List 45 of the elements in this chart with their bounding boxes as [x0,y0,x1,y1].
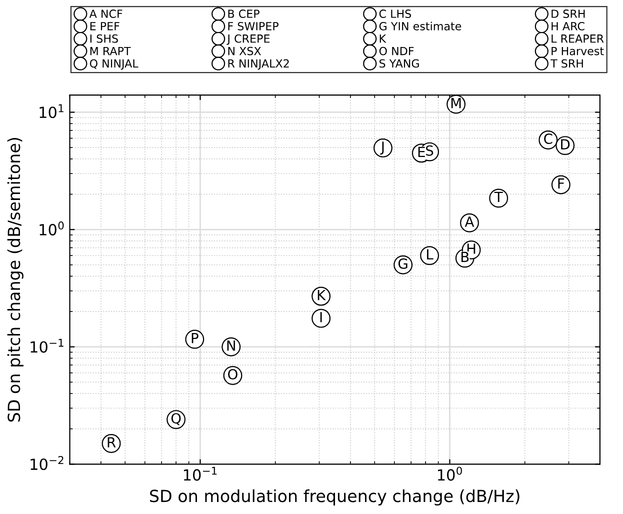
legend-label: F SWIPEP [228,22,278,30]
legend-label: E PEF [90,22,120,30]
legend-label: B CEP [228,10,260,18]
annotation: A [464,216,474,227]
annotation: L [427,249,434,260]
legend-label: H ARC [552,22,584,30]
y-axis-title: SD on pitch change (dB/semitone) [7,138,24,422]
y-tick-label: 10$^{−2}$ [30,456,64,470]
legend-label: P Harvest [552,46,604,56]
annotation: J [380,142,384,155]
legend-label: A NCF [89,10,122,18]
annotation: G [398,258,408,269]
legend-label: R NINJALX2 [228,59,289,70]
annotation: K [318,290,326,300]
annotation: N [227,340,235,351]
legend-label: O NDF [379,46,414,56]
legend-label: D SRH [552,10,585,18]
y-tick-label: 10$^{−1}$ [30,338,64,353]
legend-label: J CREPE [226,34,270,45]
legend-label: N XSX [228,46,261,56]
annotation: P [192,332,198,344]
legend-label: L REAPER [552,34,604,43]
y-tick-label: 10$^{0}$ [40,221,64,236]
annotation: E [418,146,425,157]
legend-label: C LHS [379,10,412,18]
legend-label: S YANG [380,59,419,68]
annotation: T [494,192,503,202]
x-axis-title: SD on modulation frequency change (dB/Hz) [150,489,520,506]
legend-label: M RAPT [90,46,131,56]
annotation: Q [171,413,181,426]
annotation: C [544,134,552,144]
legend-label: K [380,34,386,43]
annotation: B [461,252,469,262]
annotation: M [451,98,461,108]
legend-label: T SRH [550,59,583,68]
annotation: F [558,178,564,189]
legend-label: I SHS [90,34,118,43]
y-tick-label: 10$^{1}$ [40,104,64,118]
annotation: S [426,145,434,156]
legend-label: Q NINJAL [90,59,138,70]
annotation: O [228,369,238,380]
legend-label: G YIN estimate [379,22,462,30]
annotation: I [320,312,322,322]
annotation: D [561,139,570,150]
annotation: R [108,437,116,448]
